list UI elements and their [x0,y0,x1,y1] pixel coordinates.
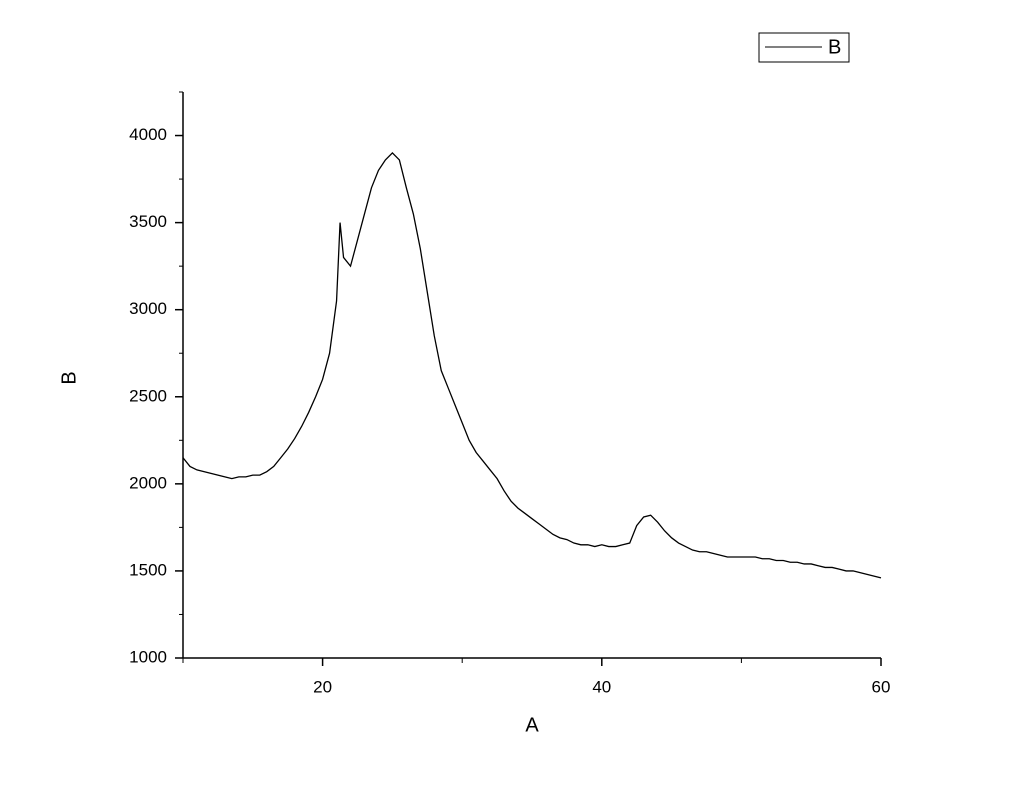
y-tick-label: 3500 [129,212,167,231]
y-axis-title: B [58,371,80,384]
x-axis-title: A [525,714,539,736]
x-tick-label: 40 [592,677,611,696]
legend-label: B [828,36,841,58]
y-tick-label: 2500 [129,386,167,405]
y-tick-label: 2000 [129,473,167,492]
y-tick-label: 4000 [129,125,167,144]
y-tick-label: 1500 [129,560,167,579]
x-tick-label: 60 [872,677,891,696]
data-line [182,152,882,579]
y-tick-label: 3000 [129,299,167,318]
legend: B [758,32,850,63]
x-tick-label: 20 [313,677,332,696]
y-tick-label: 1000 [129,647,167,666]
